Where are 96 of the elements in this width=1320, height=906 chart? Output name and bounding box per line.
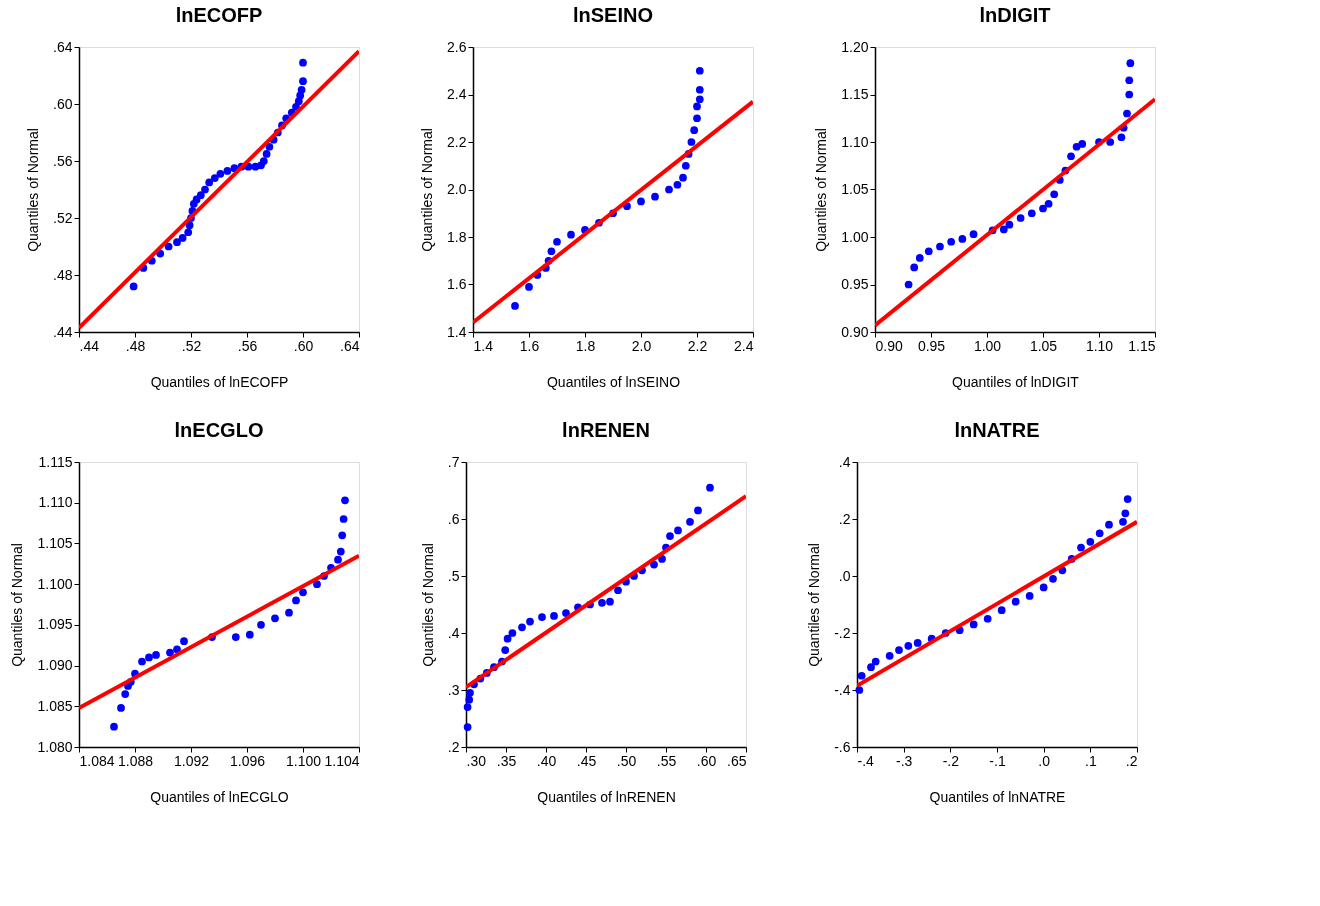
y-tick-label: 2.2 [447, 133, 467, 150]
x-tick-label: 1.05 [1029, 337, 1058, 354]
x-tick-label: 1.4 [473, 337, 494, 354]
x-tick-label: .44 [79, 337, 100, 354]
y-tick-label: .4 [838, 453, 851, 470]
x-axis-title: Quantiles of lnNATRE [929, 788, 1066, 805]
chart-title: lnECOFP [175, 4, 263, 26]
y-axis-title: Quantiles of Normal [806, 543, 823, 667]
y-tick-label: .5 [447, 567, 460, 584]
x-axis-title: Quantiles of lnDIGIT [952, 373, 1080, 390]
y-tick-label: .0 [838, 567, 851, 584]
x-tick-label: .64 [340, 337, 360, 354]
x-tick-label: .50 [616, 752, 637, 769]
x-tick-label: 1.084 [79, 752, 115, 769]
y-tick-label: .52 [53, 209, 73, 226]
x-tick-label: 1.10 [1085, 337, 1114, 354]
chart-title: lnDIGIT [979, 4, 1051, 26]
x-axis-title: Quantiles of lnECOFP [150, 373, 289, 390]
x-tick-label: 1.15 [1128, 337, 1156, 354]
x-tick-label: 1.6 [519, 337, 540, 354]
y-tick-label: .64 [53, 38, 73, 55]
chart-title: lnNATRE [954, 419, 1040, 441]
y-tick-label: .2 [838, 510, 851, 527]
y-tick-label: .7 [447, 453, 460, 470]
y-axis-title: Quantiles of Normal [419, 543, 436, 667]
x-tick-label: 2.4 [734, 337, 754, 354]
y-axis-title: Quantiles of Normal [9, 543, 26, 667]
x-tick-label: .60 [293, 337, 314, 354]
y-axis-title: Quantiles of Normal [813, 128, 830, 252]
y-tick-label: 2.0 [447, 181, 467, 197]
x-tick-label: 2.0 [631, 337, 652, 354]
x-tick-label: 2.2 [687, 337, 708, 354]
y-tick-label: 1.115 [38, 453, 73, 470]
chart-title: lnECGLO [174, 419, 264, 441]
y-tick-label: -.2 [834, 624, 851, 641]
x-tick-label: -.1 [989, 752, 1006, 769]
y-tick-label: 0.95 [841, 276, 869, 292]
y-tick-label: 1.10 [841, 133, 869, 150]
chart-title: lnRENEN [562, 419, 650, 441]
x-tick-label: .35 [496, 752, 517, 769]
x-tick-label: .0 [1038, 752, 1051, 769]
x-tick-label: .60 [696, 752, 717, 769]
x-tick-label: .65 [727, 752, 747, 769]
x-tick-label: 1.8 [575, 337, 596, 354]
y-tick-label: 1.100 [37, 575, 73, 592]
y-axis-title: Quantiles of Normal [25, 128, 42, 252]
y-tick-label: 1.080 [37, 738, 73, 755]
y-tick-label: 1.4 [447, 323, 467, 340]
x-tick-label: .30 [466, 752, 487, 769]
x-tick-label: -.3 [895, 752, 913, 769]
y-tick-label: -.6 [834, 738, 851, 755]
y-tick-label: .2 [447, 738, 460, 755]
x-tick-label: 1.00 [973, 337, 1002, 354]
x-tick-label: 1.092 [173, 752, 210, 769]
y-tick-label: 1.110 [38, 494, 73, 511]
y-tick-label: 1.085 [37, 697, 73, 714]
x-axis-title: Quantiles of lnSEINO [546, 373, 681, 390]
y-tick-label: .6 [447, 510, 460, 527]
y-tick-label: .48 [53, 266, 73, 283]
x-tick-label: .52 [181, 337, 202, 354]
y-tick-label: 1.105 [37, 534, 73, 551]
y-tick-label: .4 [447, 624, 460, 641]
y-tick-label: 2.4 [447, 86, 467, 102]
x-axis-title: Quantiles of lnECGLO [150, 788, 289, 805]
x-tick-label: 1.096 [229, 752, 266, 769]
x-tick-label: 0.90 [875, 337, 903, 354]
y-tick-label: 1.00 [841, 228, 869, 245]
x-tick-label: 1.104 [324, 752, 360, 769]
y-tick-label: .3 [447, 681, 460, 698]
x-tick-label: .55 [656, 752, 677, 769]
x-tick-label: .2 [1125, 752, 1138, 769]
y-tick-label: 1.05 [841, 181, 869, 197]
x-tick-label: .40 [536, 752, 557, 769]
y-tick-label: .56 [53, 152, 73, 169]
x-tick-label: 1.100 [285, 752, 322, 769]
x-tick-label: .56 [237, 337, 258, 354]
x-tick-label: 0.95 [917, 337, 946, 354]
y-tick-label: 1.095 [37, 616, 73, 633]
x-tick-label: .45 [576, 752, 597, 769]
y-tick-label: 1.090 [37, 657, 73, 674]
x-tick-label: -.2 [942, 752, 960, 769]
x-tick-label: .1 [1084, 752, 1097, 769]
x-tick-label: .48 [125, 337, 146, 354]
x-axis-title: Quantiles of lnRENEN [537, 788, 676, 805]
y-tick-label: 1.20 [841, 38, 869, 55]
x-tick-label: 1.088 [117, 752, 154, 769]
y-tick-label: -.4 [834, 681, 851, 698]
y-tick-label: 1.6 [447, 276, 467, 292]
chart-title: lnSEINO [572, 4, 654, 26]
y-tick-label: 1.8 [447, 228, 467, 245]
y-tick-label: .44 [53, 323, 73, 340]
y-tick-label: 2.6 [447, 38, 467, 55]
y-tick-label: 0.90 [841, 323, 869, 340]
y-axis-title: Quantiles of Normal [419, 128, 436, 252]
y-tick-label: 1.15 [841, 86, 869, 102]
y-tick-label: .60 [53, 95, 73, 112]
